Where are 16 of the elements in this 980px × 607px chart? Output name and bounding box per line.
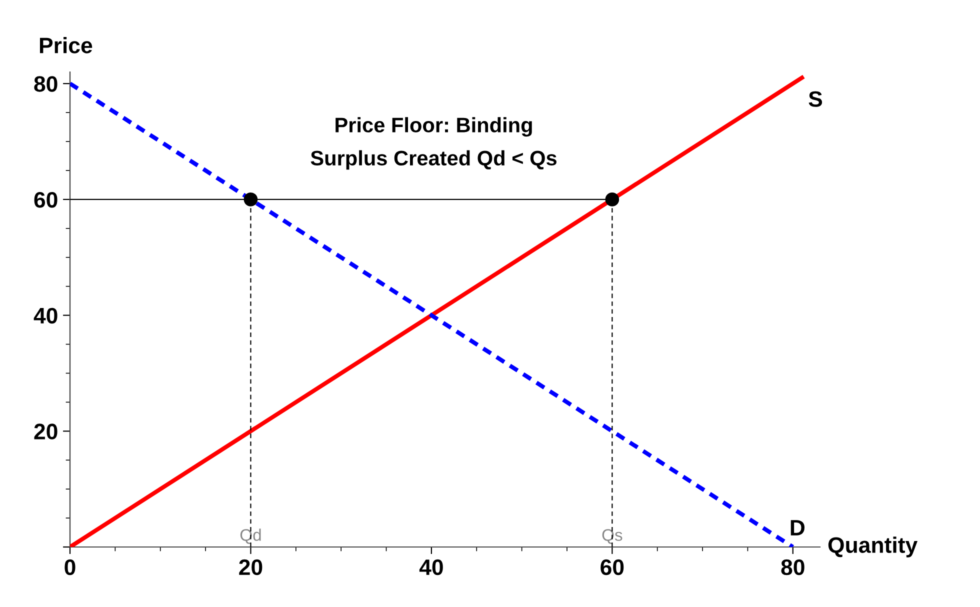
y-tick-label: 60 (34, 192, 58, 208)
text: Price Floor: Binding Surplus Created Qd < Qs (310, 117, 556, 170)
x-tick-label: 20 (239, 559, 262, 576)
y-tick-label: 20 (34, 424, 58, 440)
series-label: S (808, 91, 822, 107)
y-tick-label: 40 (34, 308, 58, 324)
x-tick-label: 80 (781, 559, 804, 576)
x-tick-label: 60 (600, 559, 624, 576)
y-tick-label: 80 (34, 76, 58, 92)
x-axis-title: Quantity (828, 536, 918, 558)
x-tick-label: 0 (64, 559, 76, 576)
annotation: Qd (240, 528, 261, 544)
y-axis-title: Price (40, 37, 92, 54)
x-tick-label: 40 (419, 559, 443, 576)
series-label: D (790, 520, 804, 536)
annotation: Qs (602, 529, 622, 544)
